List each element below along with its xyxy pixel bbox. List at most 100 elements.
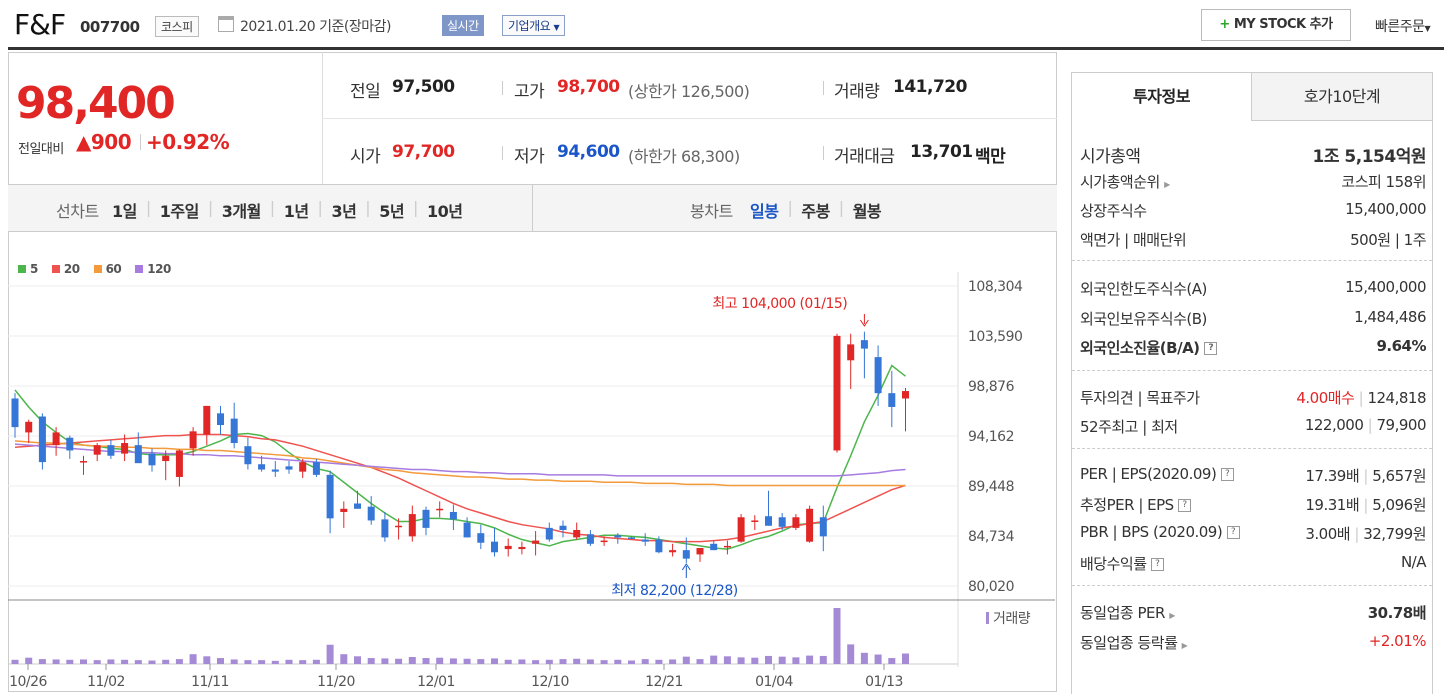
volume-bar <box>696 659 704 664</box>
volume-bar <box>504 659 512 664</box>
opinion-value: 4.00매수 <box>1296 389 1355 407</box>
market-cap-rank-value: 코스피 158위 <box>1341 173 1426 191</box>
periods-tab-5[interactable]: 5년 <box>379 202 405 221</box>
volume-bar <box>244 660 252 664</box>
candle-body <box>80 461 87 463</box>
legend-item-20[interactable]: 20 <box>51 262 80 276</box>
low-label: 저가 <box>514 147 545 167</box>
volume-bar <box>833 608 841 664</box>
volume-bar <box>477 659 485 664</box>
par-value-label: 액면가 | 매매단위 <box>1080 231 1187 249</box>
help-icon[interactable]: ? <box>1220 468 1234 481</box>
change-percent: +0.92% <box>146 130 230 154</box>
help-icon[interactable]: ? <box>1204 342 1218 355</box>
open-label: 시가 <box>350 147 381 167</box>
change-label: 전일대비 <box>18 142 64 157</box>
sector-change-value: +2.01% <box>1368 632 1427 650</box>
periods-tab-0[interactable]: 1일 <box>112 202 137 221</box>
divider <box>1072 260 1432 261</box>
volume-bar <box>874 654 882 664</box>
par-value-value: 500원 | 1주 <box>1350 231 1426 249</box>
volume-bar <box>792 657 800 664</box>
candle-body <box>847 344 855 361</box>
candle-body <box>491 541 498 553</box>
volume-bar <box>258 660 266 664</box>
low-annotation: 최저 82,200 (12/28) <box>611 583 737 599</box>
candle-body <box>230 418 238 444</box>
legend-item-60[interactable]: 60 <box>93 262 122 276</box>
mystock-label: MY STOCK 추가 <box>1233 17 1333 32</box>
company-info-button[interactable]: 기업개요 ▼ <box>502 15 566 36</box>
stock-code: 007700 <box>80 18 140 36</box>
volume-bar <box>710 655 718 664</box>
help-icon[interactable]: ? <box>1150 558 1164 571</box>
volume-bar <box>80 659 87 664</box>
price-chart[interactable]: 108,304 103,590 98,876 94,162 89,448 84,734 80… <box>8 272 1057 692</box>
foreign-hold-value: 1,484,486 <box>1354 308 1426 326</box>
periods-tab-6[interactable]: 10년 <box>426 202 463 221</box>
candle-body <box>121 443 129 454</box>
volume-bar <box>312 659 320 664</box>
help-icon[interactable]: ? <box>1226 526 1240 539</box>
legend-item-5[interactable]: 5 <box>18 262 38 276</box>
low-value: 94,600 <box>557 142 620 162</box>
tab-orderbook[interactable]: 호가10단계 <box>1251 73 1432 121</box>
candle-body <box>532 540 540 544</box>
invest-panel <box>1071 72 1433 694</box>
legend-item-120[interactable]: 120 <box>135 262 171 276</box>
chart-panel <box>8 52 1057 692</box>
candle-body <box>477 533 485 543</box>
help-icon[interactable]: ? <box>1177 499 1191 512</box>
periods-tab-2[interactable]: 3개월 <box>221 202 262 221</box>
volume-bar <box>641 659 649 664</box>
chevron-right-icon: ▶ <box>1169 611 1175 620</box>
line-chart-label: 선차트 <box>56 202 99 221</box>
x-tick-label: 11/20 <box>317 674 355 690</box>
divider <box>1072 448 1432 449</box>
volume-bar <box>751 657 759 664</box>
periods-tab-1[interactable]: 1주일 <box>159 202 200 221</box>
market-cap-rank-label[interactable]: 시가총액순위 ▶ <box>1080 171 1170 192</box>
tab-invest-info[interactable]: 투자정보 <box>1072 73 1251 121</box>
candle-body <box>285 466 293 470</box>
candle-body <box>93 445 101 455</box>
y-tick-label: 84,734 <box>968 529 1015 545</box>
volume-bar <box>628 660 635 664</box>
divider <box>502 146 503 160</box>
candle-body <box>354 503 361 509</box>
candles-tab-0[interactable]: 일봉 <box>750 202 779 221</box>
periods-tab-4[interactable]: 3년 <box>331 202 357 221</box>
bps-value: 32,799원 <box>1363 525 1426 543</box>
mystock-add-button[interactable]: + MY STOCK 추가 <box>1201 9 1351 41</box>
candles-tab-2[interactable]: 월봉 <box>852 202 882 221</box>
divider: | <box>838 198 844 217</box>
legend-swatch <box>93 265 102 273</box>
periods-tab-3[interactable]: 1년 <box>283 202 309 221</box>
realtime-badge[interactable]: 실시간 <box>442 15 484 36</box>
pbr-bps-label: PBR | BPS (2020.09) <box>1080 523 1223 541</box>
ma-line-20 <box>14 433 906 543</box>
volume-bar <box>449 658 457 664</box>
prev-value: 97,500 <box>392 77 455 97</box>
quick-order-button[interactable]: 빠른주문▼ <box>1375 16 1431 36</box>
eps-value: 5,657원 <box>1372 467 1426 485</box>
divider <box>140 134 141 150</box>
candle-body <box>628 537 635 539</box>
volume-bar <box>148 660 156 664</box>
low-arrow-head <box>681 563 691 571</box>
sector-change-label[interactable]: 동일업종 등락률 ▶ <box>1080 632 1188 653</box>
volume-bar <box>134 660 142 664</box>
volume-bar <box>518 659 526 664</box>
est-per-label: 추정PER | EPS <box>1080 496 1174 514</box>
x-tick-label: 11/11 <box>191 674 229 690</box>
sector-per-label[interactable]: 동일업종 PER ▶ <box>1080 602 1175 623</box>
volume-bar <box>408 657 416 664</box>
volume-bar <box>545 659 553 664</box>
volume-bar <box>765 655 772 664</box>
dropdown-icon: ▼ <box>553 23 560 32</box>
candle-body <box>902 391 909 399</box>
volume-bar <box>888 658 896 664</box>
candles-tab-1[interactable]: 주봉 <box>801 202 830 221</box>
52week-label: 52주최고 | 최저 <box>1080 418 1178 436</box>
volume-bar <box>669 659 677 664</box>
